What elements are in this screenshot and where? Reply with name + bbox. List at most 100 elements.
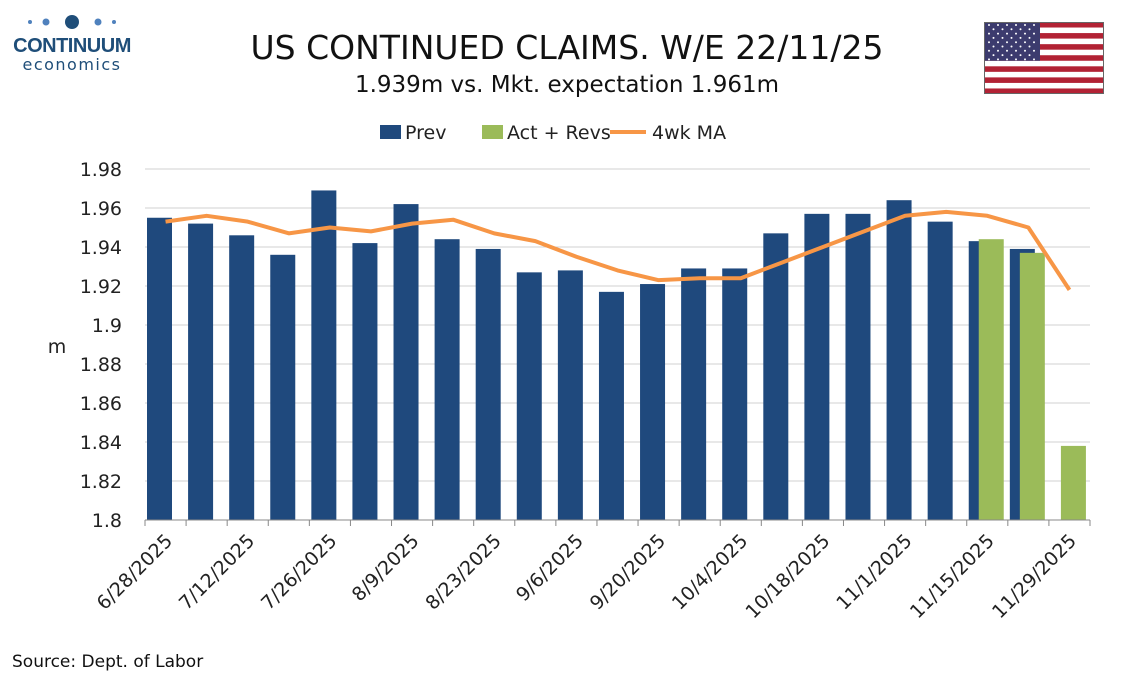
bar-prev <box>845 213 871 520</box>
flag-star <box>1019 54 1022 57</box>
flag-star <box>992 54 995 57</box>
chart-title: US CONTINUED CLAIMS. W/E 22/11/25 <box>250 28 884 67</box>
flag-star <box>997 41 999 44</box>
flag-stripe <box>984 38 1104 45</box>
flag-star <box>1033 49 1035 52</box>
bar-act-revs <box>1060 445 1086 520</box>
flag-stripe <box>984 77 1104 84</box>
flag-star <box>992 36 995 39</box>
bar-prev <box>886 200 912 520</box>
flag-star <box>997 58 999 61</box>
bar-act-revs <box>978 239 1004 520</box>
bar-prev <box>229 235 255 521</box>
flag-star <box>1024 41 1026 44</box>
bar-prev <box>516 272 542 520</box>
y-tick-label: 1.92 <box>80 276 122 298</box>
y-tick-label: 1.96 <box>80 198 122 220</box>
flag-star <box>1010 45 1013 48</box>
flag-stripe <box>984 27 1104 34</box>
flag-border <box>984 22 1104 94</box>
flag-star <box>1015 41 1017 44</box>
flag-star <box>992 45 995 48</box>
source-note: Source: Dept. of Labor <box>12 652 204 672</box>
legend-swatch <box>482 125 503 139</box>
chart-subtitle: 1.939m vs. Mkt. expectation 1.961m <box>354 72 780 98</box>
logo-name: CONTINUUM <box>13 35 131 57</box>
bar-prev <box>927 221 953 520</box>
flag-star <box>1015 24 1017 26</box>
logo: CONTINUUM economics <box>12 14 132 74</box>
logo-dots-icon <box>28 15 116 29</box>
legend-label: 4wk MA <box>652 122 726 144</box>
legend-label: Prev <box>405 122 446 144</box>
flag-stripe <box>984 49 1104 56</box>
bar-prev <box>722 268 748 520</box>
bar-prev <box>270 254 296 521</box>
flag-star <box>1001 28 1004 31</box>
flag-star <box>988 58 990 61</box>
legend-swatch <box>380 125 401 139</box>
flag-star <box>988 49 990 52</box>
flag-stripe <box>984 44 1104 50</box>
flag-star <box>1019 36 1022 39</box>
flag-stripe <box>984 22 1104 28</box>
flag-star <box>1001 45 1004 48</box>
x-tick-label: 11/29/2025 <box>988 530 1081 623</box>
flag-star <box>1024 32 1026 35</box>
bar-prev <box>393 204 419 520</box>
flag-star <box>997 49 999 52</box>
legend-label: Act + Revs <box>507 122 611 144</box>
flag-star <box>1006 41 1008 44</box>
flag-star <box>1028 45 1031 48</box>
flag-star <box>1033 58 1035 61</box>
x-tick-label: 9/6/2025 <box>512 530 588 606</box>
bar-prev <box>434 239 460 520</box>
flag-star <box>1001 36 1004 39</box>
x-tick-label: 10/18/2025 <box>741 530 834 623</box>
x-tick-label: 10/4/2025 <box>668 530 752 614</box>
bar-prev <box>681 268 707 520</box>
x-tick-label: 6/28/2025 <box>93 530 177 614</box>
flag-star <box>1028 36 1031 39</box>
us-flag-icon <box>984 22 1104 94</box>
flag-star <box>1006 49 1008 52</box>
flag-star <box>1033 24 1035 26</box>
flag-star <box>988 32 990 35</box>
bar-prev <box>804 213 830 520</box>
y-axis-label: m <box>48 336 67 358</box>
flag-star <box>1006 58 1008 61</box>
flag-star <box>1001 54 1004 57</box>
flag-star <box>1033 32 1035 35</box>
y-tick-label: 1.8 <box>92 510 122 532</box>
flag-star <box>1033 41 1035 44</box>
bar-prev <box>475 248 501 520</box>
flag-star <box>1015 49 1017 52</box>
x-tick-label: 8/23/2025 <box>421 530 505 614</box>
bar-prev <box>188 223 214 520</box>
flag-star <box>1019 45 1022 48</box>
ma-line <box>165 209 1072 291</box>
y-tick-label: 1.94 <box>80 237 122 259</box>
flag-star <box>1024 24 1026 26</box>
flag-star <box>988 41 990 44</box>
flag-star <box>1010 28 1013 31</box>
y-tick-label: 1.82 <box>80 471 122 493</box>
x-tick-label: 8/9/2025 <box>348 530 424 606</box>
flag-stripe <box>984 33 1104 39</box>
flag-stripe <box>984 60 1104 67</box>
flag-star <box>1028 28 1031 31</box>
flag-star <box>1019 28 1022 31</box>
flag-star <box>1006 24 1008 26</box>
flag-star <box>1010 54 1013 57</box>
bar-prev <box>147 217 172 520</box>
x-tick-label: 9/20/2025 <box>586 530 670 614</box>
flag-star <box>1024 49 1026 52</box>
flag-star <box>997 24 999 26</box>
x-tick-label: 11/1/2025 <box>832 530 916 614</box>
y-tick-label: 1.9 <box>92 315 122 337</box>
bar-prev <box>352 243 378 520</box>
flag-star <box>1024 58 1026 61</box>
flag-star <box>1006 32 1008 35</box>
